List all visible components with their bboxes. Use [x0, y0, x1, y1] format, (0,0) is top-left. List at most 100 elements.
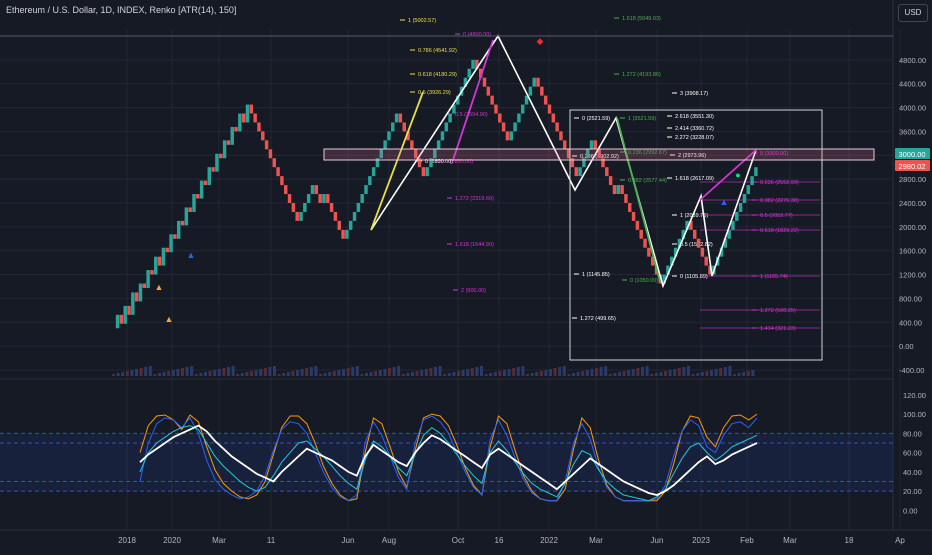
fib-level-label: 1.618 (2617.09) [675, 176, 714, 182]
renko-brick [478, 68, 483, 78]
volume-bar [300, 369, 304, 376]
osc-y-tick-label: 80.00 [903, 429, 922, 438]
signal-marker: ▲ [155, 282, 164, 292]
volume-bar [401, 374, 405, 376]
renko-brick [215, 153, 219, 172]
fib-level-label: 1.272 (2319.60) [455, 196, 494, 202]
fib-level-label: 0.236 (2552.99) [760, 180, 799, 186]
volume-bar [751, 370, 755, 376]
renko-brick [547, 104, 552, 114]
volume-bar [236, 374, 240, 376]
symbol-title[interactable]: Ethereum / U.S. Dollar, 1D, INDEX, Renko… [6, 5, 237, 15]
volume-bar [125, 371, 129, 376]
volume-bar [337, 370, 341, 376]
renko-brick [165, 247, 169, 253]
fib-level-label: 1 (3521.59) [628, 116, 656, 122]
volume-bar [199, 373, 203, 376]
renko-brick [410, 140, 414, 150]
volume-bar [144, 367, 148, 376]
renko-brick [624, 194, 628, 203]
fib-level-label: 1 (5002.57) [408, 18, 436, 24]
volume-bar [700, 372, 704, 376]
y-tick-label: -400.00 [899, 366, 924, 375]
renko-brick [528, 86, 533, 96]
volume-bar [691, 374, 695, 376]
x-tick-label: Ap [895, 536, 905, 545]
fib-level-label: 0.618 (1829.22) [760, 228, 799, 234]
renko-brick [475, 59, 479, 69]
renko-brick [578, 167, 582, 177]
price-tag-bg [895, 160, 930, 171]
x-tick-label: Mar [212, 536, 226, 545]
x-tick-label: 18 [845, 536, 854, 545]
renko-brick [180, 220, 185, 226]
fib-level-label: 1 (2039.75) [680, 213, 708, 219]
volume-bar [742, 372, 746, 376]
volume-bar [723, 367, 727, 376]
renko-brick [333, 211, 338, 221]
price-tag-bg [895, 148, 930, 159]
fib-level-label: 0 (1105.89) [680, 274, 708, 280]
volume-bar [539, 371, 543, 376]
volume-bar [438, 366, 442, 376]
renko-brick [585, 149, 590, 159]
renko-brick [230, 126, 234, 145]
renko-brick [666, 265, 670, 275]
renko-brick [272, 158, 276, 168]
renko-brick [326, 194, 330, 203]
x-tick-label: Feb [740, 536, 754, 545]
volume-bar [585, 370, 589, 376]
renko-brick [689, 220, 693, 230]
volume-bar [204, 372, 207, 376]
renko-brick [750, 176, 754, 186]
x-tick-label: Mar [783, 536, 797, 545]
fib-level-label: 1.618 (1644.90) [455, 242, 494, 248]
volume-bar [572, 373, 575, 376]
renko-brick [417, 158, 422, 168]
renko-brick [257, 122, 261, 132]
volume-bar [135, 369, 138, 376]
renko-brick [184, 207, 189, 226]
volume-bar [719, 368, 723, 376]
renko-brick [245, 104, 250, 123]
renko-brick [540, 86, 544, 96]
renko-brick [582, 158, 586, 168]
renko-brick [490, 95, 494, 105]
volume-bar [268, 367, 272, 376]
osc-series-line [139, 425, 758, 502]
fib-leg-magenta-2 [699, 149, 757, 201]
volume-bar [746, 371, 750, 376]
osc-series-line [139, 415, 758, 502]
renko-brick [337, 220, 341, 230]
currency-button[interactable]: USD [898, 4, 928, 22]
renko-brick [295, 211, 299, 221]
volume-bar [733, 374, 736, 376]
y-tick-label: 800.00 [899, 294, 922, 303]
renko-brick [543, 95, 548, 105]
volume-bar [480, 366, 483, 376]
renko-brick [115, 314, 120, 329]
y-tick-label: 2800.00 [899, 175, 926, 184]
x-tick-label: 2018 [118, 536, 136, 545]
volume-bar [664, 371, 667, 376]
renko-brick [589, 140, 594, 150]
volume-bar [245, 372, 249, 376]
renko-brick [639, 229, 643, 239]
renko-brick [448, 113, 452, 123]
renko-brick [276, 167, 280, 177]
volume-bar [613, 373, 617, 376]
renko-brick [738, 202, 743, 212]
volume-bar [457, 371, 460, 376]
fib-level-label: 0.5 (1572.82) [680, 242, 713, 248]
volume-bar [167, 371, 171, 376]
volume-bar [121, 372, 125, 376]
volume-bar [171, 370, 175, 376]
volume-bar [148, 366, 152, 376]
renko-brick [429, 158, 433, 168]
volume-bar [406, 373, 410, 376]
fib-level-label: 0 (2850.00) [425, 159, 453, 165]
volume-bar [222, 368, 226, 376]
volume-bar [443, 374, 447, 376]
signal-marker: ◆ [537, 36, 544, 46]
